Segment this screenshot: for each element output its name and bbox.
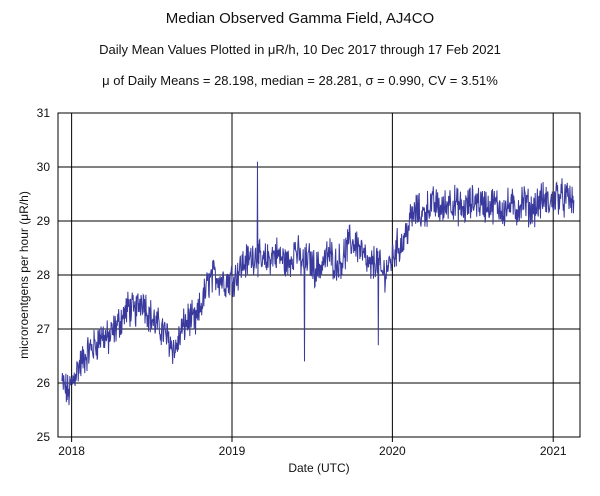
y-tick-label: 27 <box>37 322 51 336</box>
x-axis-ticks: 2018 2019 2020 2021 <box>58 437 567 458</box>
x-tick-label: 2019 <box>219 444 246 458</box>
gridlines <box>58 113 580 437</box>
plot-frame <box>57 112 581 438</box>
chart-stats-line: μ of Daily Means = 28.198, median = 28.2… <box>102 73 498 88</box>
series-line <box>61 161 575 406</box>
x-axis-title: Date (UTC) <box>288 461 349 475</box>
y-tick-label: 28 <box>37 268 51 282</box>
y-tick-label: 30 <box>37 160 51 174</box>
y-tick-label: 31 <box>37 106 51 120</box>
y-tick-label: 25 <box>37 430 51 444</box>
x-tick-label: 2021 <box>540 444 567 458</box>
y-tick-label: 26 <box>37 376 51 390</box>
x-tick-label: 2020 <box>379 444 406 458</box>
y-axis-title: microroentgens per hour (μR/h) <box>17 191 31 359</box>
chart-subtitle: Daily Mean Values Plotted in μR/h, 10 De… <box>99 42 501 57</box>
chart-title: Median Observed Gamma Field, AJ4CO <box>165 10 435 27</box>
y-axis-ticks: 25 26 27 28 29 30 31 <box>37 106 51 444</box>
x-tick-label: 2018 <box>58 444 85 458</box>
y-tick-label: 29 <box>37 214 51 228</box>
